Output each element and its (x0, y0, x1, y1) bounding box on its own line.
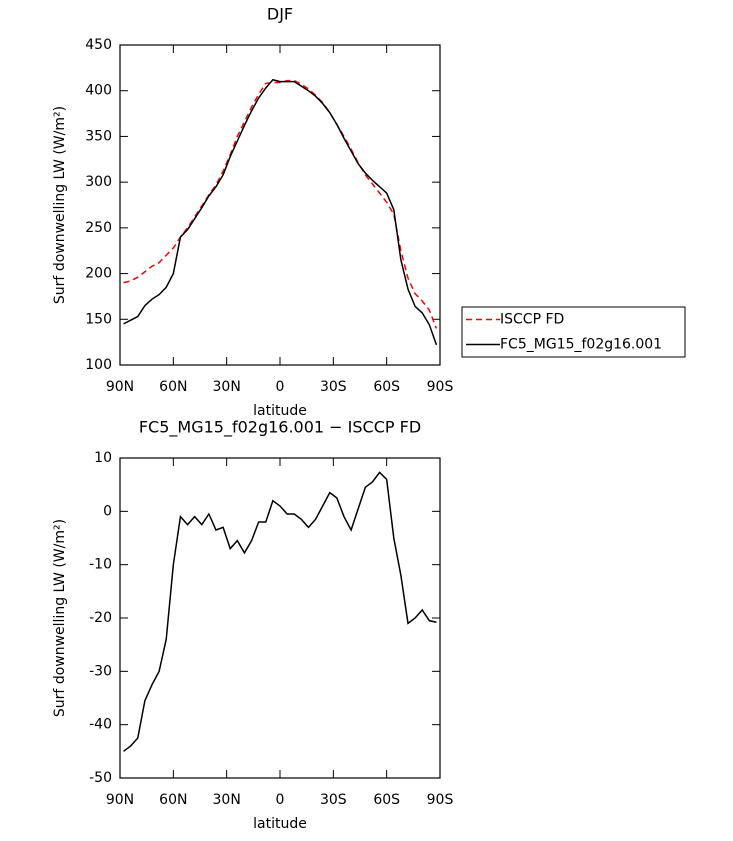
x-tick-label: 60S (373, 792, 400, 808)
x-tick-label: 0 (276, 792, 285, 808)
x-tick-label: 30S (320, 792, 347, 808)
data-line (123, 471, 437, 752)
y-tick-label: -30 (89, 663, 112, 679)
x-axis-label: latitude (253, 403, 307, 419)
x-tick-label: 30N (213, 379, 241, 395)
x-tick-label: 0 (276, 379, 285, 395)
chart-title: DJF (267, 5, 293, 24)
y-tick-label: -50 (89, 770, 112, 786)
y-tick-label: 400 (85, 83, 112, 99)
x-tick-label: 60N (159, 792, 187, 808)
x-tick-label: 30S (320, 379, 347, 395)
y-tick-label: 250 (85, 220, 112, 236)
y-tick-label: 10 (94, 450, 112, 466)
x-tick-label: 90S (427, 379, 454, 395)
y-tick-label: 200 (85, 266, 112, 282)
y-tick-label: 150 (85, 311, 112, 327)
chart-title: FC5_MG15_f02g16.001 − ISCCP FD (139, 418, 421, 438)
legend-box (461, 306, 686, 358)
x-axis-label: latitude (253, 816, 307, 832)
x-tick-label: 60S (373, 379, 400, 395)
data-line (123, 79, 438, 329)
y-tick-label: -10 (89, 557, 112, 573)
x-tick-label: 90N (106, 379, 134, 395)
y-tick-label: 350 (85, 128, 112, 144)
x-tick-label: 90N (106, 792, 134, 808)
x-tick-label: 90S (427, 792, 454, 808)
y-tick-label: -20 (89, 610, 112, 626)
data-line (123, 78, 438, 346)
x-tick-label: 30N (213, 792, 241, 808)
y-tick-label: 0 (103, 503, 112, 519)
x-tick-label: 60N (159, 379, 187, 395)
legend-label: FC5_MG15_f02g16.001 (500, 337, 662, 353)
y-tick-label: 100 (85, 357, 112, 373)
legend-label: ISCCP FD (500, 312, 564, 328)
y-tick-label: 300 (85, 174, 112, 190)
y-axis-label: Surf downwelling LW (W/m²) (52, 519, 68, 717)
y-axis-label: Surf downwelling LW (W/m²) (52, 106, 68, 304)
y-tick-label: -40 (89, 717, 112, 733)
y-tick-label: 450 (85, 37, 112, 53)
